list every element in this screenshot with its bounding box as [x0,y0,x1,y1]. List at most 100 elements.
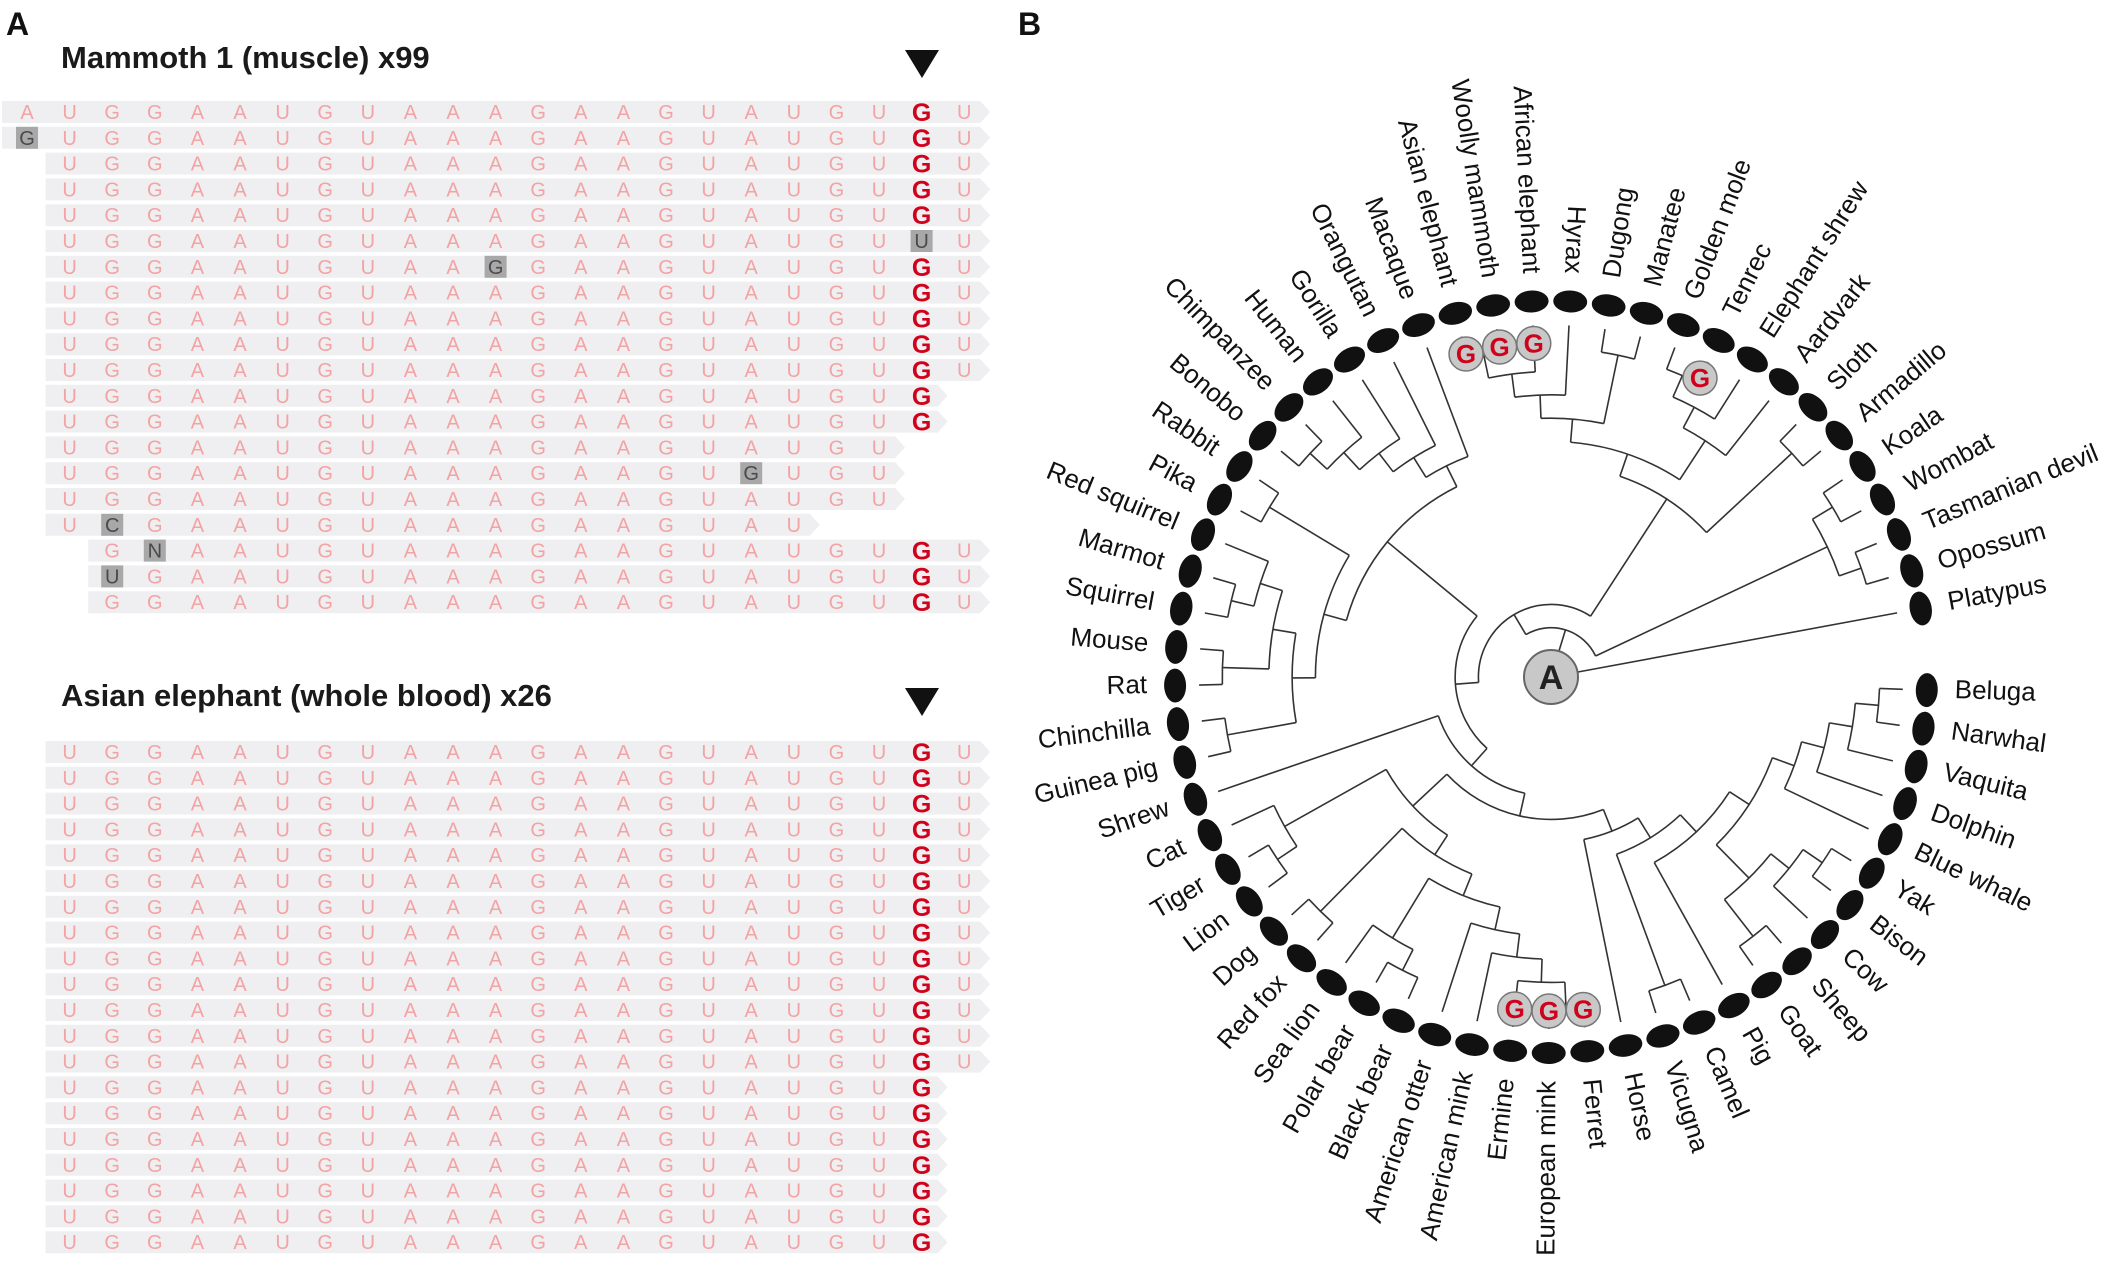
base: A [446,768,460,790]
base: A [404,1232,418,1254]
base: U [361,948,375,970]
base: U [275,1155,289,1177]
base: G [829,948,845,970]
animal-silhouette-icon [1206,483,1233,516]
branch-arc [1298,440,1323,467]
branch [1816,771,1883,797]
read-bar [2,101,991,123]
base: G [658,412,674,434]
base: A [617,923,631,945]
edited-base: G [912,1074,931,1102]
base: G [829,1206,845,1228]
base: A [489,334,503,356]
base: A [574,541,588,563]
read-bar [45,1179,948,1202]
base: A [617,489,631,511]
base: A [233,1181,247,1203]
base: U [701,154,715,176]
species-label: Ermine [1481,1077,1520,1162]
base: A [489,386,503,408]
base: G [317,1129,333,1151]
edited-base: G [912,971,931,999]
branch [1309,452,1328,470]
base: U [701,1077,715,1099]
animal-silhouette-icon [1591,294,1626,317]
base: A [446,1000,460,1022]
base: U [701,845,715,867]
base: A [489,283,503,305]
animal-silhouette-icon [1235,886,1263,917]
base: A [617,1077,631,1099]
base: U [701,1026,715,1048]
base: A [489,412,503,434]
leaf-beluga: Beluga [1915,673,2037,708]
base: A [617,768,631,790]
edited-base: G [912,945,931,973]
edited-base: G [912,1152,931,1180]
base: A [191,871,205,893]
read-bar [45,1231,948,1254]
base: U [275,819,289,841]
base: U [872,334,886,356]
base: U [787,1077,801,1099]
base: A [404,1206,418,1228]
base: A [404,768,418,790]
edited-base: G [912,894,931,922]
base: G [147,154,163,176]
base: G [658,1232,674,1254]
base: A [404,128,418,150]
base: U [275,923,289,945]
base: U [957,1026,971,1048]
leaf-european-mink: European mink G [1530,993,1567,1256]
base: A [745,768,759,790]
base: U [701,179,715,201]
animal-silhouette-icon [1455,1033,1489,1056]
base: G [658,489,674,511]
mismatch-base: U [914,231,928,253]
edited-base: G [912,997,931,1025]
animal-silhouette-icon [1333,346,1366,373]
base: G [317,360,333,382]
branch [1470,747,1488,767]
base: U [62,1026,76,1048]
base: A [233,1026,247,1048]
animal-silhouette-icon [1302,368,1333,396]
base: U [62,1052,76,1074]
edited-base: G [912,816,931,844]
base: U [872,1077,886,1099]
branch [1305,424,1323,442]
base: G [104,897,120,919]
branch [1200,648,1224,652]
base: A [489,1206,503,1228]
base: G [658,283,674,305]
tree-branches [1199,325,1903,1029]
base: G [658,154,674,176]
base: A [745,742,759,764]
base: G [530,179,546,201]
base: A [191,489,205,511]
base: U [787,948,801,970]
base: U [872,360,886,382]
base: U [872,463,886,485]
base: G [317,871,333,893]
base: A [489,974,503,996]
mammoth-reads-title: Mammoth 1 (muscle) x99 [61,40,430,75]
branch [1391,877,1430,939]
base: U [275,541,289,563]
branch [1222,666,1269,670]
base: A [446,1026,460,1048]
base: G [317,1232,333,1254]
base: A [574,102,588,124]
base: G [317,1026,333,1048]
base: A [404,923,418,945]
branch [1738,945,1754,966]
base: U [62,923,76,945]
base: U [957,334,971,356]
mismatch-highlight [143,539,166,562]
base: U [701,205,715,227]
branch [1765,925,1782,944]
mismatch-highlight [101,513,124,536]
base: A [446,128,460,150]
